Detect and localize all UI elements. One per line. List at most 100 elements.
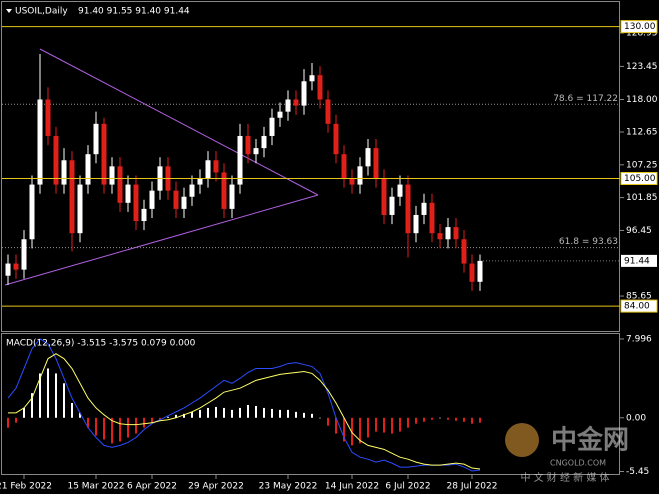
candle-body — [405, 184, 411, 234]
macd-bar — [431, 417, 433, 420]
candle-body — [37, 99, 43, 185]
y-tick-label: 101.85 — [626, 193, 658, 203]
macd-bar — [255, 405, 257, 418]
macd-bar — [367, 417, 369, 438]
candle-body — [413, 214, 419, 234]
macd-bar — [87, 417, 89, 428]
macd-bar — [279, 409, 281, 418]
watermark-slogan: 中 文 财 经 新 媒 体 — [520, 471, 609, 484]
x-tick-label: 21 Feb 2022 — [0, 482, 52, 492]
candle-body — [125, 184, 131, 203]
candle-body — [53, 135, 59, 185]
level-tag — [620, 299, 658, 313]
macd-bar — [399, 417, 401, 432]
x-tick-label: 23 May 2022 — [259, 482, 318, 492]
macd-bar — [159, 417, 161, 420]
macd-bar — [311, 413, 313, 418]
macd-frame — [1, 333, 620, 475]
candle-body — [141, 208, 147, 222]
x-tick-label: 15 Mar 2022 — [67, 482, 124, 492]
candle-body — [301, 81, 307, 106]
y-tick-label: 118.00 — [626, 95, 658, 105]
candle-body — [149, 190, 155, 209]
candle-body — [397, 184, 403, 197]
candle-body — [93, 123, 99, 155]
macd-bar — [463, 417, 465, 422]
macd-bar — [447, 417, 449, 420]
triangle-lower — [4, 194, 319, 286]
y-tick-label: 96.45 — [626, 226, 652, 236]
level-label: 105.00 — [624, 174, 656, 184]
candle-body — [461, 239, 467, 264]
macd-bar — [327, 417, 329, 426]
macd-bar — [103, 417, 105, 440]
y-tick-label: 85.65 — [626, 292, 652, 302]
macd-y-tick-label: 7.996 — [626, 334, 652, 344]
macd-bar — [335, 417, 337, 434]
macd-bar — [47, 368, 49, 418]
candle-body — [29, 184, 35, 240]
candle-body — [205, 160, 211, 179]
macd-bar — [223, 407, 225, 418]
candle-body — [197, 178, 203, 185]
macd-bar — [175, 414, 177, 418]
macd-bar — [55, 373, 57, 418]
macd-bar — [343, 417, 345, 442]
ohlc-text: 91.40 91.55 91.40 91.44 — [78, 7, 190, 17]
candle-body — [269, 117, 275, 136]
last-price-label: 91.44 — [624, 256, 650, 266]
candle-body — [45, 99, 51, 136]
macd-bar — [31, 393, 33, 418]
macd-y-tick-label: 0.00 — [626, 413, 646, 423]
candle-body — [453, 227, 459, 240]
candle-body — [341, 154, 347, 179]
x-tick-label: 29 Apr 2022 — [188, 482, 244, 492]
watermark-logo — [505, 423, 539, 457]
candle-body — [69, 160, 75, 234]
macd-y-tick-label: -5.45 — [626, 467, 649, 477]
candle-body — [445, 227, 451, 240]
macd-bar — [455, 417, 457, 421]
macd-bar — [15, 417, 17, 423]
x-tick-label: 6 Apr 2022 — [127, 482, 177, 492]
macd-bar — [215, 406, 217, 418]
macd-bar — [383, 417, 385, 433]
y-tick-label: 112.65 — [626, 128, 658, 138]
chart-title: USOIL,Daily — [15, 7, 68, 17]
x-tick-label: 6 Jul 2022 — [385, 482, 430, 492]
candle-body — [189, 184, 195, 197]
main-frame — [1, 1, 620, 332]
macd-bar — [127, 417, 129, 438]
macd-bar — [423, 417, 425, 422]
macd-bar — [471, 417, 473, 424]
macd-bar — [119, 417, 121, 442]
candle-body — [429, 202, 435, 234]
macd-bar — [95, 417, 97, 436]
macd-bar — [7, 417, 9, 428]
macd-bar — [303, 412, 305, 418]
candle-body — [469, 263, 475, 282]
candle-body — [333, 123, 339, 155]
macd-bar — [479, 417, 481, 423]
candle-body — [253, 148, 259, 155]
candle-body — [437, 233, 443, 240]
candle-body — [133, 184, 139, 222]
macd-bar — [239, 407, 241, 418]
macd-bar — [191, 411, 193, 418]
macd-bar — [263, 407, 265, 418]
macd-bar — [319, 417, 321, 419]
macd-bar — [79, 412, 81, 418]
candle-body — [261, 135, 267, 149]
fib-label: 78.6 = 117.22 — [553, 94, 618, 104]
candle-body — [381, 178, 387, 215]
watermark: 中金网 CNGOLD.COM 中 文 财 经 新 媒 体 — [505, 423, 629, 484]
macd-bar — [231, 409, 233, 418]
candle-body — [317, 75, 323, 100]
macd-bar — [375, 417, 377, 432]
candle-body — [349, 178, 355, 185]
macd-bar — [143, 417, 145, 428]
last-price-tag — [621, 254, 657, 267]
